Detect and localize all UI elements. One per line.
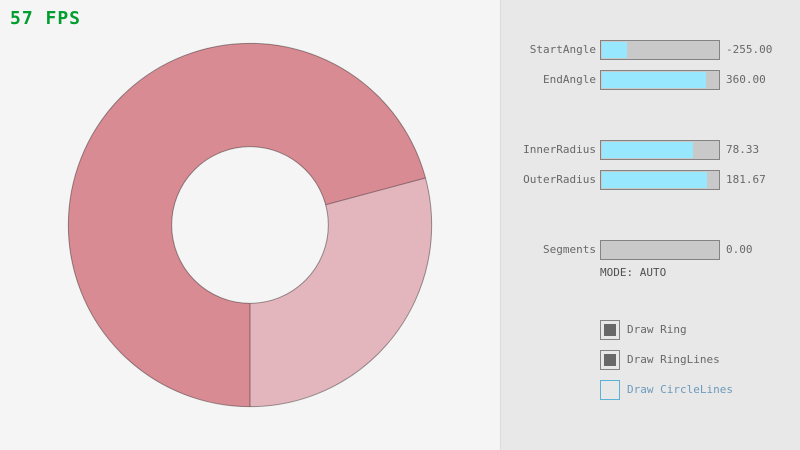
start-angle-value: -255.00 <box>726 43 773 56</box>
inner-radius-slider[interactable] <box>600 140 720 160</box>
ring-sector-single <box>250 177 432 407</box>
ring-sector-overlap <box>68 43 426 407</box>
check-mark <box>604 324 616 336</box>
fps-counter: 57 FPS <box>10 8 82 29</box>
checkbox-row-draw-ring-lines: Draw RingLines <box>501 350 800 370</box>
segments-slider[interactable] <box>600 240 720 260</box>
draw-circle-lines-checkbox[interactable] <box>600 380 620 400</box>
draw-ring-lines-label: Draw RingLines <box>627 353 720 366</box>
slider-row-segments: Segments 0.00 <box>501 240 800 260</box>
checkbox-row-draw-circle-lines: Draw CircleLines <box>501 380 800 400</box>
end-angle-slider-fill <box>602 72 706 88</box>
inner-radius-slider-fill <box>602 142 693 158</box>
outer-radius-value: 181.67 <box>726 173 766 186</box>
mode-status-text: MODE: AUTO <box>600 266 667 279</box>
draw-ring-checkbox[interactable] <box>600 320 620 340</box>
slider-row-outer-radius: OuterRadius 181.67 <box>501 170 800 190</box>
start-angle-label: StartAngle <box>529 43 596 56</box>
end-angle-value: 360.00 <box>726 73 766 86</box>
segments-label: Segments <box>543 243 596 256</box>
inner-radius-label: InnerRadius <box>523 143 596 156</box>
control-panel: StartAngle -255.00 EndAngle 360.00 Inner… <box>500 0 800 450</box>
ring-start-angle-line <box>325 177 426 206</box>
slider-row-start-angle: StartAngle -255.00 <box>501 40 800 60</box>
draw-ring-label: Draw Ring <box>627 323 687 336</box>
draw-ring-lines-checkbox[interactable] <box>600 350 620 370</box>
check-mark <box>604 354 616 366</box>
inner-radius-value: 78.33 <box>726 143 760 156</box>
slider-row-inner-radius: InnerRadius 78.33 <box>501 140 800 160</box>
ring-chart <box>67 42 433 408</box>
ring-inner-circle-line <box>171 146 329 304</box>
outer-radius-slider[interactable] <box>600 170 720 190</box>
checkbox-row-draw-ring: Draw Ring <box>501 320 800 340</box>
segments-value: 0.00 <box>726 243 753 256</box>
slider-row-end-angle: EndAngle 360.00 <box>501 70 800 90</box>
end-angle-slider[interactable] <box>600 70 720 90</box>
end-angle-label: EndAngle <box>543 73 596 86</box>
start-angle-slider-fill <box>602 42 627 58</box>
outer-radius-label: OuterRadius <box>523 173 596 186</box>
draw-circle-lines-label: Draw CircleLines <box>627 383 733 396</box>
start-angle-slider[interactable] <box>600 40 720 60</box>
outer-radius-slider-fill <box>602 172 707 188</box>
ring-outer-circle-line <box>67 42 433 408</box>
